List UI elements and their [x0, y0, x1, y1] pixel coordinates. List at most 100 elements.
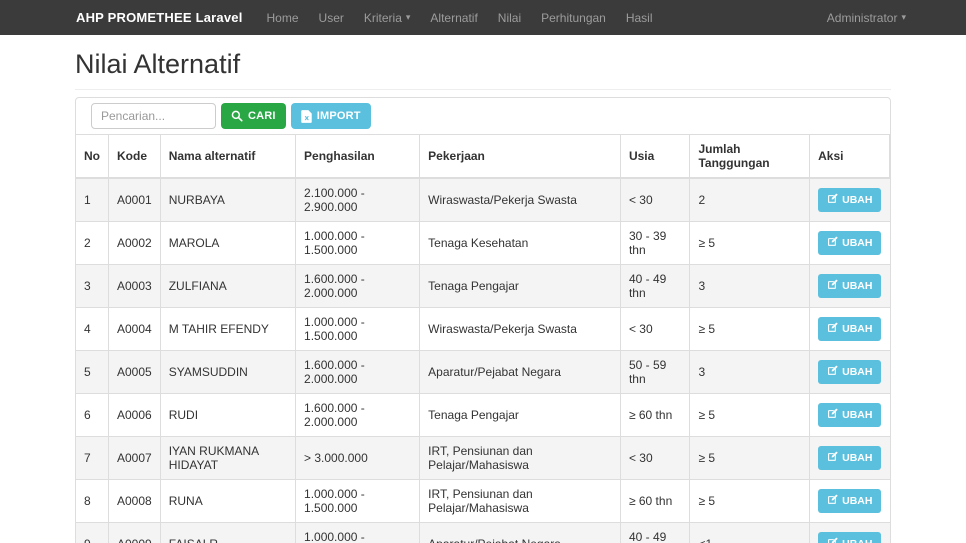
cell-aksi: UBAH: [809, 479, 890, 523]
cell-aksi: UBAH: [809, 307, 890, 351]
cell-tanggungan: ≥ 5: [689, 307, 811, 351]
table-header-cell: No: [76, 134, 109, 179]
cell-tanggungan: ≥ 5: [689, 436, 811, 480]
search-icon: [231, 110, 243, 122]
file-import-icon: [300, 109, 312, 123]
caret-down-icon: ▾: [901, 12, 906, 22]
cell-aksi: UBAH: [809, 436, 890, 480]
cell-usia: 40 - 49 thn: [619, 522, 691, 543]
navbar-item-label: Nilai: [497, 10, 522, 25]
cell-usia: ≥ 60 thn: [619, 393, 691, 437]
navbar-item[interactable]: User: [309, 0, 354, 35]
cell-penghasilan: 1.000.000 - 1.500.000: [295, 479, 421, 523]
navbar-item[interactable]: Alternatif: [420, 0, 487, 35]
cell-pekerjaan: Wiraswasta/Pekerja Swasta: [419, 307, 621, 351]
cell-penghasilan: 1.600.000 - 2.000.000: [295, 350, 421, 394]
brand-title[interactable]: AHP PROMETHEE Laravel: [76, 10, 243, 25]
cell-no: 3: [76, 264, 109, 308]
cell-tanggungan: ≥ 5: [689, 479, 811, 523]
cell-nama: IYAN RUKMANA HIDAYAT: [159, 436, 297, 480]
page-title: Nilai Alternatif: [75, 49, 241, 79]
cell-penghasilan: 1.000.000 - 1.500.000: [295, 307, 421, 351]
cell-no: 1: [76, 177, 109, 222]
user-menu-label: Administrator: [826, 10, 898, 25]
ubah-button-label: UBAH: [842, 280, 873, 292]
cell-nama: RUNA: [159, 479, 297, 523]
cell-kode: A0002: [108, 221, 161, 265]
navbar-item[interactable]: Perhitungan: [531, 0, 616, 35]
ubah-button[interactable]: UBAH: [818, 360, 882, 384]
ubah-button-label: UBAH: [842, 237, 873, 249]
import-button[interactable]: IMPORT: [290, 103, 371, 129]
cell-nama: ZULFIANA: [159, 264, 297, 308]
alternatif-card: CARI IMPORT No: [75, 97, 891, 543]
cell-no: 5: [76, 350, 109, 394]
cell-no: 6: [76, 393, 109, 437]
table-row: 9 A0009 FAISALR 1.000.000 - 1.500.000 Ap…: [76, 522, 890, 543]
ubah-button[interactable]: UBAH: [818, 446, 882, 470]
edit-icon: [827, 279, 838, 293]
cell-usia: < 30: [619, 436, 691, 480]
ubah-button-label: UBAH: [842, 452, 873, 464]
cell-aksi: UBAH: [809, 393, 890, 437]
table-body: 1 A0001 NURBAYA 2.100.000 - 2.900.000 Wi…: [76, 177, 890, 543]
ubah-button[interactable]: UBAH: [818, 403, 882, 427]
alternatif-table: No Kode Nama alternatif Penghasilan Peke…: [76, 134, 890, 543]
table-row: 2 A0002 MAROLA 1.000.000 - 1.500.000 Ten…: [76, 221, 890, 265]
cell-kode: A0008: [108, 479, 161, 523]
navbar-item[interactable]: Kriteria ▾: [354, 0, 421, 35]
navbar-item-label: Perhitungan: [541, 10, 606, 25]
caret-down-icon: ▾: [405, 12, 411, 22]
edit-icon: [827, 193, 838, 207]
edit-icon: [827, 365, 838, 379]
navbar-item-label: Alternatif: [430, 10, 478, 25]
cell-usia: ≥ 60 thn: [619, 479, 691, 523]
table-header-cell: Jumlah Tanggungan: [689, 134, 811, 179]
ubah-button[interactable]: UBAH: [818, 231, 882, 255]
navbar-item-label: User: [318, 10, 344, 25]
cell-kode: A0006: [108, 393, 161, 437]
ubah-button-label: UBAH: [842, 538, 872, 543]
navbar-item-label: Hasil: [625, 10, 653, 25]
ubah-button[interactable]: UBAH: [818, 489, 882, 513]
cell-kode: A0004: [108, 307, 161, 351]
cell-tanggungan: 2: [689, 177, 811, 222]
table-header-cell: Kode: [108, 134, 161, 179]
top-navbar: AHP PROMETHEE Laravel Home User Kriteria…: [0, 0, 966, 35]
user-menu-administrator[interactable]: Administrator ▾: [817, 0, 916, 35]
user-nav: Administrator ▾: [817, 0, 916, 35]
ubah-button[interactable]: UBAH: [818, 532, 882, 543]
cell-kode: A0005: [108, 350, 161, 394]
toolbar: CARI IMPORT: [76, 98, 890, 134]
table-row: 1 A0001 NURBAYA 2.100.000 - 2.900.000 Wi…: [76, 177, 890, 222]
ubah-button[interactable]: UBAH: [818, 188, 882, 212]
cell-penghasilan: 1.600.000 - 2.000.000: [295, 264, 421, 308]
cell-tanggungan: 3: [689, 264, 811, 308]
search-input[interactable]: [91, 103, 216, 129]
import-button-label: IMPORT: [316, 110, 361, 122]
cell-pekerjaan: IRT, Pensiunan dan Pelajar/Mahasiswa: [419, 436, 621, 480]
ubah-button-label: UBAH: [842, 323, 873, 335]
cari-button[interactable]: CARI: [221, 103, 286, 129]
ubah-button[interactable]: UBAH: [818, 317, 882, 341]
edit-icon: [827, 236, 838, 250]
cell-tanggungan: ≥ 5: [689, 221, 811, 265]
table-row: 7 A0007 IYAN RUKMANA HIDAYAT > 3.000.000…: [76, 436, 890, 480]
navbar-item[interactable]: Hasil: [616, 0, 663, 35]
table-header-cell: Pekerjaan: [419, 134, 621, 179]
table-row: 6 A0006 RUDI 1.600.000 - 2.000.000 Tenag…: [76, 393, 890, 437]
navbar-item[interactable]: Home: [257, 0, 309, 35]
cell-penghasilan: 1.600.000 - 2.000.000: [295, 393, 421, 437]
edit-icon: [827, 537, 838, 543]
table-header-cell: Nama alternatif: [159, 134, 297, 179]
cell-pekerjaan: Tenaga Kesehatan: [419, 221, 621, 265]
ubah-button-label: UBAH: [842, 194, 873, 206]
cell-tanggungan: <1: [689, 522, 811, 543]
navbar-item[interactable]: Nilai: [488, 0, 531, 35]
cell-no: 9: [76, 522, 109, 543]
cell-pekerjaan: Tenaga Pengajar: [419, 393, 621, 437]
cell-no: 4: [76, 307, 109, 351]
table-row: 5 A0005 SYAMSUDDIN 1.600.000 - 2.000.000…: [76, 350, 890, 394]
table-row: 3 A0003 ZULFIANA 1.600.000 - 2.000.000 T…: [76, 264, 890, 308]
ubah-button[interactable]: UBAH: [818, 274, 882, 298]
